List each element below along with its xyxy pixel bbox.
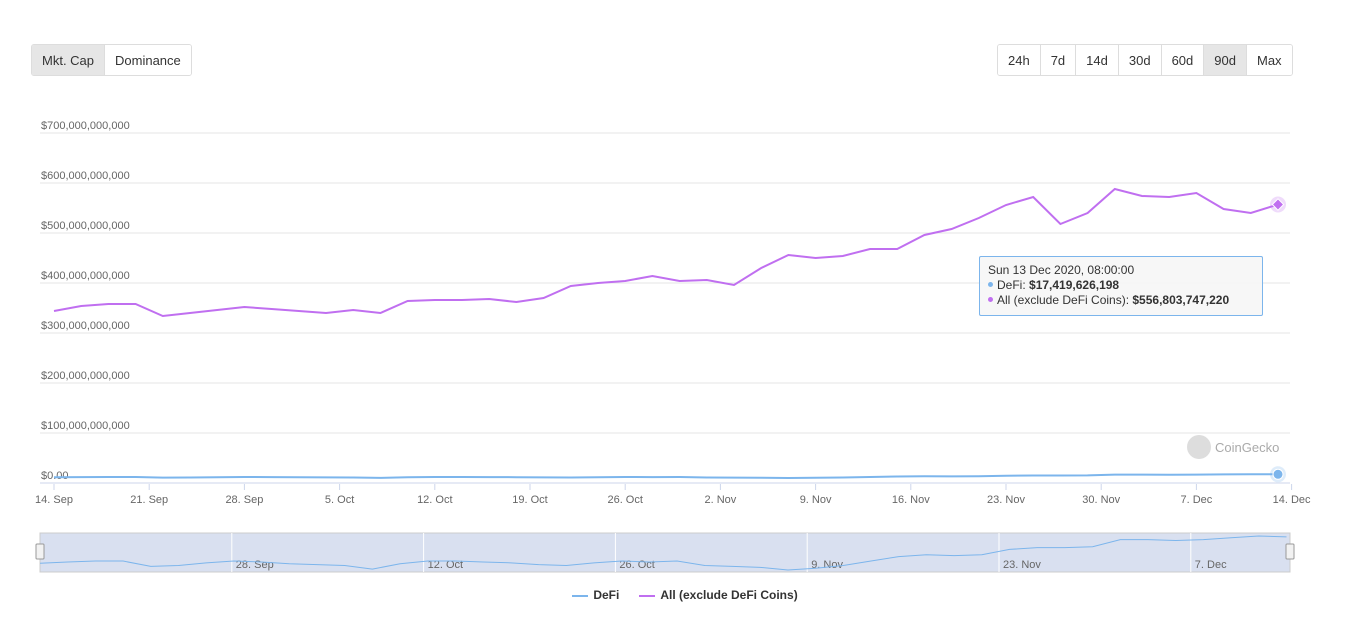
series-line-all <box>53 187 1279 318</box>
navigator-series <box>39 535 1287 571</box>
navigator-handle-right[interactable] <box>1285 543 1295 560</box>
tooltip-defi-value: $17,419,626,198 <box>1029 278 1120 292</box>
tab-dominance[interactable]: Dominance <box>105 45 191 75</box>
y-tick-label: $200,000,000,000 <box>41 370 130 382</box>
all-dot-icon <box>988 297 993 303</box>
x-tick-label: 14. Sep <box>35 494 73 506</box>
legend-label: DeFi <box>593 588 620 602</box>
x-tick-label: 9. Nov <box>800 494 832 506</box>
hover-marker <box>1271 198 1285 211</box>
y-tick-label: $0.00 <box>41 470 69 482</box>
tooltip-all-value: $556,803,747,220 <box>1132 293 1230 307</box>
y-tick-label: $600,000,000,000 <box>41 170 130 182</box>
range-7d[interactable]: 7d <box>1040 45 1077 75</box>
defi-dot-icon <box>988 282 993 288</box>
x-tick-label: 7. Dec <box>1181 494 1213 506</box>
navigator-handle-left[interactable] <box>35 543 45 560</box>
navigator-tick-label: 12. Oct <box>428 559 463 571</box>
tooltip-all-label: All (exclude DeFi Coins): <box>997 293 1133 307</box>
chart-type-tabs: Mkt. Cap Dominance <box>31 44 192 76</box>
range-max[interactable]: Max <box>1246 45 1292 75</box>
x-tick-label: 14. Dec <box>1273 494 1311 506</box>
navigator-tick-label: 9. Nov <box>811 559 843 571</box>
tab-mkt-cap[interactable]: Mkt. Cap <box>32 45 106 75</box>
hover-marker <box>1272 468 1284 480</box>
x-tick-label: 2. Nov <box>705 494 737 506</box>
y-tick-label: $700,000,000,000 <box>41 120 130 132</box>
tooltip-date: Sun 13 Dec 2020, 08:00:00 <box>988 263 1135 277</box>
x-tick-label: 30. Nov <box>1082 494 1120 506</box>
navigator-mask <box>39 532 1291 573</box>
range-24h[interactable]: 24h <box>998 45 1041 75</box>
legend-label: All (exclude DeFi Coins) <box>660 588 798 602</box>
x-tick-label: 5. Oct <box>325 494 354 506</box>
range-30d[interactable]: 30d <box>1118 45 1162 75</box>
x-tick-label: 26. Oct <box>607 494 642 506</box>
tooltip: Sun 13 Dec 2020, 08:00:00 DeFi: $17,419,… <box>979 256 1263 316</box>
navigator-tick-label: 23. Nov <box>1003 559 1041 571</box>
x-tick-label: 21. Sep <box>130 494 168 506</box>
x-tick-label: 19. Oct <box>512 494 547 506</box>
range-90d[interactable]: 90d <box>1204 45 1247 75</box>
legend: DeFi All (exclude DeFi Coins) <box>0 588 1370 602</box>
coingecko-watermark: CoinGecko <box>1187 435 1279 459</box>
x-tick-label: 23. Nov <box>987 494 1025 506</box>
tooltip-defi-label: DeFi: <box>997 278 1030 292</box>
y-tick-label: $300,000,000,000 <box>41 320 130 332</box>
x-tick-label: 12. Oct <box>417 494 452 506</box>
watermark-text: CoinGecko <box>1215 439 1280 455</box>
coingecko-logo-icon <box>1187 435 1211 459</box>
x-tick-label: 28. Sep <box>225 494 263 506</box>
range-tabs: 24h 7d 14d 30d 60d 90d Max <box>997 44 1293 76</box>
y-tick-label: $100,000,000,000 <box>41 420 130 432</box>
y-tick-label: $400,000,000,000 <box>41 270 130 282</box>
legend-item-all[interactable]: All (exclude DeFi Coins) <box>639 588 798 602</box>
legend-item-defi[interactable]: DeFi <box>572 588 619 602</box>
range-14d[interactable]: 14d <box>1076 45 1119 75</box>
navigator-tick-label: 7. Dec <box>1195 559 1227 571</box>
y-tick-label: $500,000,000,000 <box>41 220 130 232</box>
range-60d[interactable]: 60d <box>1161 45 1205 75</box>
x-tick-label: 16. Nov <box>892 494 930 506</box>
series-line-defi <box>53 473 1279 480</box>
